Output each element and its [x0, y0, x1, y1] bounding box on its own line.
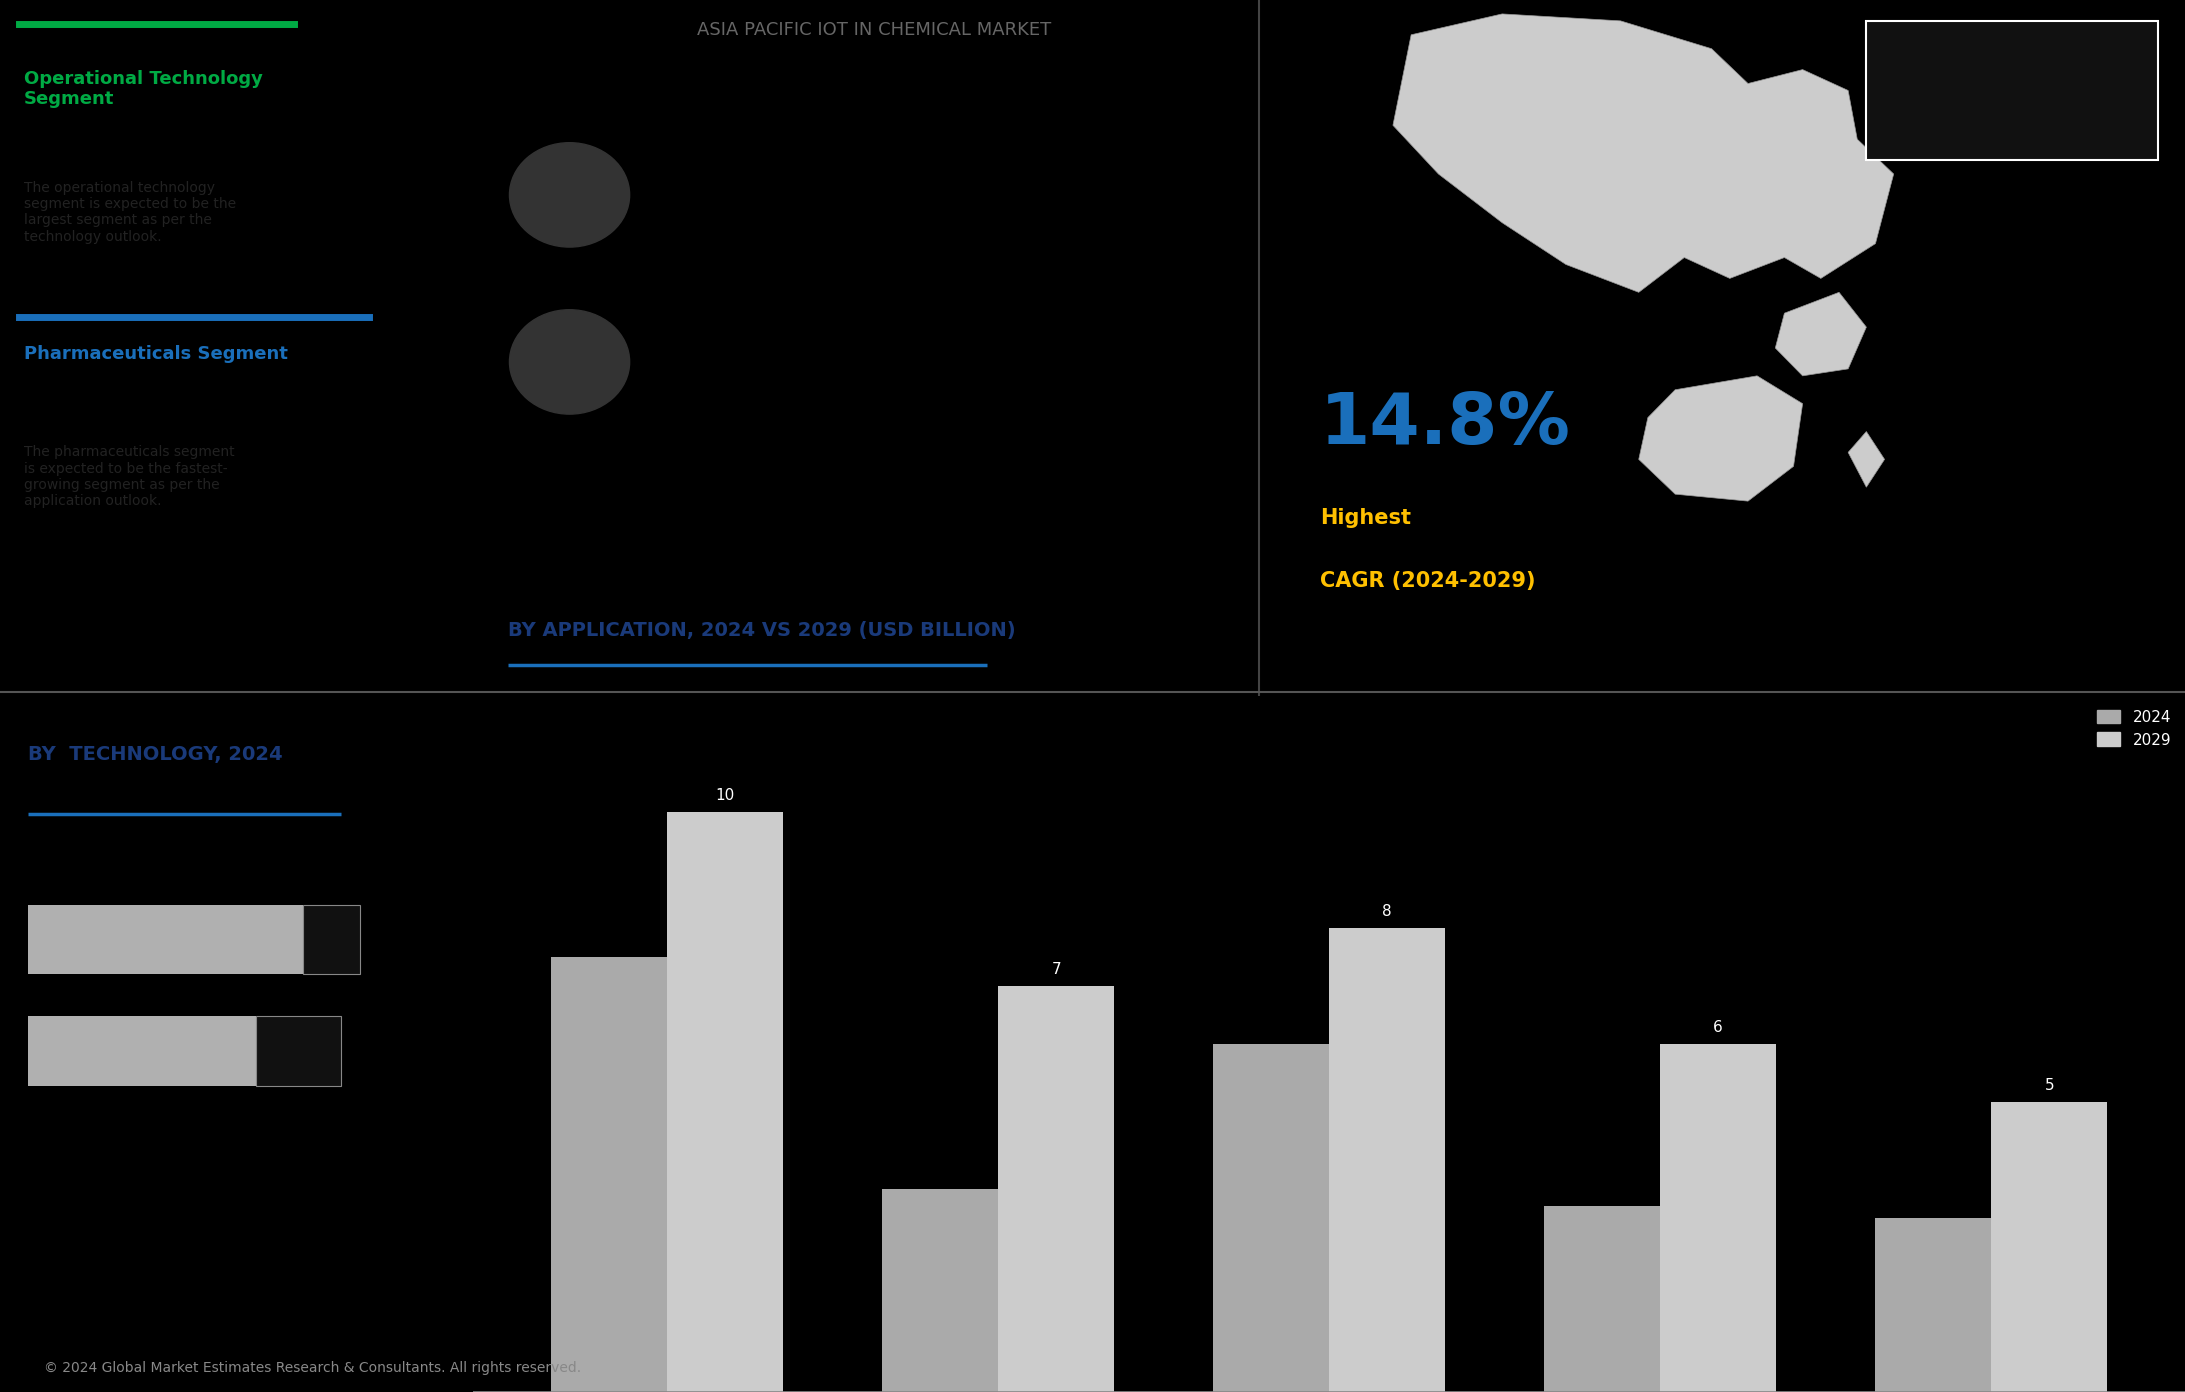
Text: Highest: Highest [1320, 508, 1412, 528]
Text: 14.8%: 14.8% [1320, 390, 1571, 459]
Text: 10: 10 [714, 788, 734, 803]
Polygon shape [1394, 14, 1894, 292]
Bar [256, 1016, 341, 1086]
Text: BY APPLICATION, 2024 VS 2029 (USD BILLION): BY APPLICATION, 2024 VS 2029 (USD BILLIO… [507, 621, 1016, 640]
Bar [1328, 928, 1444, 1392]
Bar [999, 986, 1114, 1392]
Bar [1213, 1044, 1328, 1392]
Text: The pharmaceuticals segment
is expected to be the fastest-
growing segment as pe: The pharmaceuticals segment is expected … [24, 445, 234, 508]
Text: CAGR (2024-2029): CAGR (2024-2029) [1320, 571, 1536, 590]
Text: GME: GME [1949, 75, 2010, 99]
Bar [1875, 1218, 1991, 1392]
Text: 5: 5 [2045, 1079, 2054, 1093]
Text: Pharmaceuticals Segment: Pharmaceuticals Segment [24, 344, 288, 362]
Bar [1991, 1102, 2106, 1392]
FancyBboxPatch shape [1866, 21, 2159, 160]
Text: BY  TECHNOLOGY, 2024: BY TECHNOLOGY, 2024 [28, 745, 284, 764]
Bar [1545, 1207, 1661, 1392]
Text: 8: 8 [1383, 905, 1392, 919]
Text: © 2024 Global Market Estimates Research & Consultants. All rights reserved.: © 2024 Global Market Estimates Research … [44, 1361, 581, 1375]
Polygon shape [1639, 376, 1803, 501]
Text: 7: 7 [1051, 962, 1062, 977]
Bar [551, 958, 666, 1392]
Text: ASIA PACIFIC IOT IN CHEMICAL MARKET: ASIA PACIFIC IOT IN CHEMICAL MARKET [697, 21, 1051, 39]
Bar [304, 905, 361, 974]
Text: Operational Technology
Segment: Operational Technology Segment [24, 70, 262, 109]
Bar [666, 812, 782, 1392]
Circle shape [509, 143, 629, 248]
Text: The operational technology
segment is expected to be the
largest segment as per : The operational technology segment is ex… [24, 181, 236, 244]
Legend: 2024, 2029: 2024, 2029 [2091, 703, 2178, 753]
Bar [883, 1189, 999, 1392]
Text: 6: 6 [1713, 1020, 1724, 1036]
Bar [1661, 1044, 1776, 1392]
Bar [28, 1016, 256, 1086]
Circle shape [509, 310, 629, 415]
Polygon shape [1774, 292, 1866, 376]
Bar [28, 905, 304, 974]
Polygon shape [1849, 432, 1883, 487]
